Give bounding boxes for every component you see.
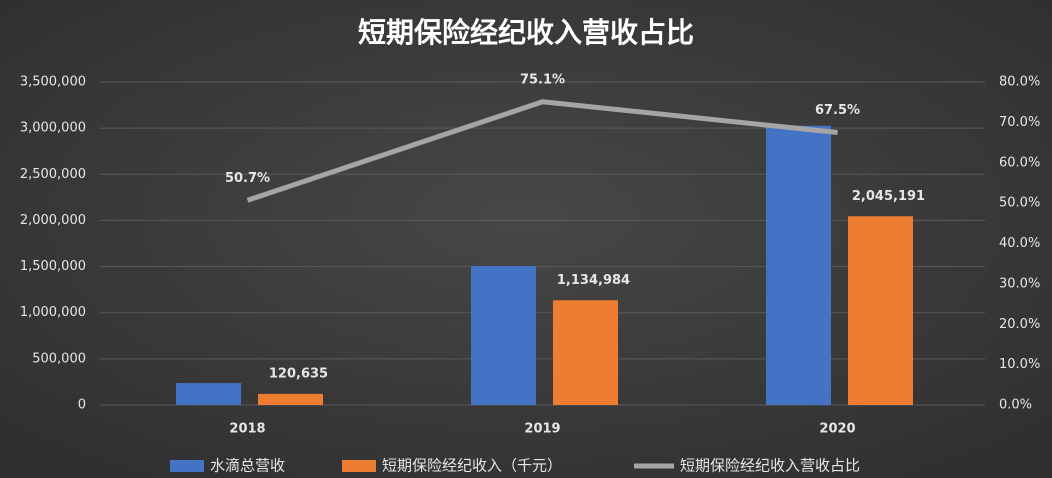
x-tick-label: 2018	[229, 422, 265, 437]
y-tick-label: 3,500,000	[20, 75, 86, 90]
line	[246, 99, 838, 203]
y-tick-label: 2,000,000	[20, 213, 86, 228]
data-label: 2,045,191	[852, 189, 925, 204]
y-tick-label: 500,000	[32, 351, 86, 366]
y2-tick-label: 20.0%	[999, 317, 1040, 332]
y-tick-label: 1,500,000	[20, 259, 86, 274]
bar	[553, 300, 618, 405]
y-tick-label: 1,000,000	[20, 305, 86, 320]
data-label: 50.7%	[225, 171, 270, 186]
y2-tick-label: 70.0%	[999, 115, 1040, 130]
y2-tick-label: 80.0%	[999, 75, 1040, 90]
legend-swatch	[342, 460, 376, 472]
legend-label: 短期保险经纪收入营收占比	[680, 457, 860, 475]
legend-label: 水滴总营收	[210, 457, 285, 475]
x-tick-label: 2020	[819, 422, 855, 437]
y2-tick-label: 40.0%	[999, 236, 1040, 251]
y-tick-label: 0	[78, 398, 86, 413]
legend-label: 短期保险经纪收入（千元）	[382, 457, 562, 475]
data-label: 75.1%	[520, 72, 565, 87]
data-label: 1,134,984	[557, 273, 630, 288]
bar	[471, 265, 536, 405]
bar	[258, 393, 323, 405]
y2-tick-label: 10.0%	[999, 357, 1040, 372]
data-label: 67.5%	[815, 103, 860, 118]
bar	[766, 125, 831, 405]
y-tick-label: 2,500,000	[20, 167, 86, 182]
bar	[848, 216, 913, 405]
y2-tick-label: 50.0%	[999, 196, 1040, 211]
data-label: 120,635	[269, 366, 328, 381]
y2-tick-label: 30.0%	[999, 276, 1040, 291]
y-tick-label: 3,000,000	[20, 121, 86, 136]
y2-tick-label: 60.0%	[999, 155, 1040, 170]
bar	[176, 383, 241, 405]
y2-tick-label: 0.0%	[999, 398, 1032, 413]
legend-swatch	[170, 460, 204, 472]
chart-title: 短期保险经纪收入营收占比	[358, 16, 694, 49]
x-tick-label: 2019	[524, 422, 560, 437]
